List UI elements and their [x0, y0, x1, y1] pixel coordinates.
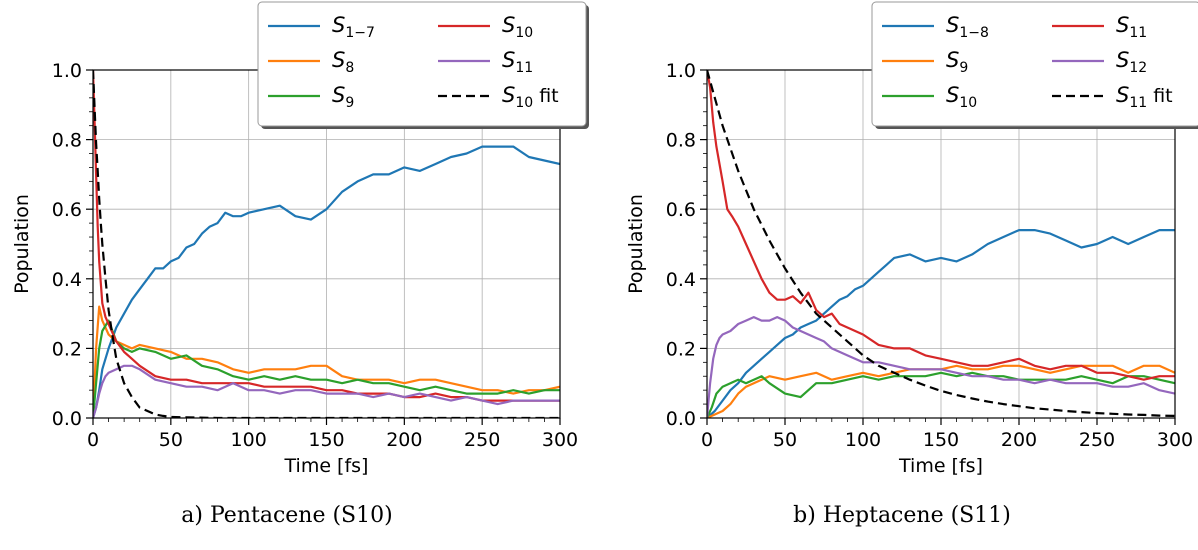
x-tick-label: 100 [231, 429, 267, 451]
legend-label-subscript: 9 [959, 60, 968, 76]
legend-label: S1−7 [332, 13, 375, 41]
y-tick-label: 0.4 [666, 269, 696, 291]
chart-pentacene: 0 50 100 150 200 250 300 0.0 0.2 0.4 0.6 0.8 1.0 Time… [11, 1, 589, 477]
legend-label: S9 [332, 83, 354, 111]
x-axis-label: Time [fs] [898, 455, 983, 477]
series-line-s11 [93, 364, 560, 418]
legend-label: S11 [1116, 13, 1147, 41]
y-tick-label: 0.6 [52, 199, 82, 221]
series-line-s10-fit [93, 69, 560, 418]
legend-label-symbol: S [332, 48, 345, 72]
series-line-s8 [93, 305, 560, 418]
series-line-s10 [707, 371, 1175, 418]
x-tick-label: 250 [1079, 429, 1115, 451]
legend-label-subscript: 10 [515, 25, 533, 41]
y-tick-label: 1.0 [666, 60, 696, 82]
x-tick-label: 50 [159, 429, 183, 451]
legend-label-symbol: S [1116, 13, 1129, 37]
y-tick-label: 0.0 [52, 408, 82, 430]
x-tick-label: 0 [87, 429, 99, 451]
y-tick-label: 0.8 [52, 130, 82, 152]
legend-label: S10 [946, 83, 977, 111]
legend-label-symbol: S [1116, 48, 1129, 72]
y-axis-label: Population [625, 194, 647, 294]
legend-label-subscript: 10 [515, 95, 533, 111]
y-tick-label: 0.6 [666, 199, 696, 221]
legend-label-subscript: 10 [959, 95, 977, 111]
series-line-s12 [707, 316, 1175, 418]
y-tick-label: 1.0 [52, 60, 82, 82]
x-tick-label: 250 [464, 429, 500, 451]
legend-box [257, 1, 587, 127]
series-line-s9 [93, 319, 560, 418]
y-tick-label: 0.4 [52, 269, 82, 291]
x-tick-label: 300 [542, 429, 578, 451]
legend-label-symbol: S [946, 13, 959, 37]
series-line-s1-8 [707, 229, 1175, 418]
x-tick-label: 0 [701, 429, 713, 451]
legend-label-symbol: S [502, 83, 515, 107]
legend-label: S8 [332, 48, 354, 76]
legend-label: S11 fit [1116, 83, 1173, 111]
legend-label: S10 fit [502, 83, 559, 111]
legend-label-subscript: 11 [1129, 95, 1147, 111]
legend-label: S9 [946, 48, 968, 76]
legend-label-subscript: 1−7 [345, 25, 375, 41]
legend-label-symbol: S [1116, 83, 1129, 107]
legend-label-symbol: S [502, 13, 515, 37]
legend-label-symbol: S [946, 83, 959, 107]
legend-label-symbol: S [332, 13, 345, 37]
x-tick-label: 50 [773, 429, 797, 451]
legend-label: S12 [1116, 48, 1147, 76]
legend-label: S10 [502, 13, 533, 41]
x-tick-label: 200 [1001, 429, 1037, 451]
caption-heptacene: b) Heptacene (S11) [793, 503, 1011, 528]
legend-label-symbol: S [946, 48, 959, 72]
y-tick-label: 0.0 [666, 408, 696, 430]
legend-label: S11 [502, 48, 533, 76]
y-tick-label: 0.2 [52, 338, 82, 360]
legend-label-subscript: 11 [515, 60, 533, 76]
series-line-s10 [93, 69, 560, 402]
legend-label-suffix: fit [533, 85, 558, 107]
x-tick-label: 150 [923, 429, 959, 451]
x-tick-label: 100 [845, 429, 881, 451]
legend-label-subscript: 11 [1129, 25, 1147, 41]
series-line-s11-fit [707, 69, 1175, 417]
legend-label-subscript: 9 [345, 95, 354, 111]
legend-label-subscript: 1−8 [959, 25, 989, 41]
legend-label-symbol: S [332, 83, 345, 107]
y-axis-label: Population [11, 194, 33, 294]
x-tick-label: 150 [308, 429, 344, 451]
legend-label: S1−8 [946, 13, 989, 41]
legend-label-subscript: 12 [1129, 60, 1147, 76]
x-axis-label: Time [fs] [284, 455, 369, 477]
x-tick-label: 300 [1157, 429, 1193, 451]
x-tick-label: 200 [386, 429, 422, 451]
y-tick-label: 0.2 [666, 338, 696, 360]
chart-heptacene: 0 50 100 150 200 250 300 0.0 0.2 0.4 0.6 0.8 1.0 Time… [625, 1, 1198, 477]
series-line-s1-7 [93, 145, 560, 418]
series-line-s11 [707, 69, 1175, 381]
caption-pentacene: a) Pentacene (S10) [181, 503, 392, 528]
legend-label-subscript: 8 [345, 60, 354, 76]
legend-label-suffix: fit [1147, 85, 1172, 107]
y-tick-label: 0.8 [666, 130, 696, 152]
legend-box [871, 1, 1198, 127]
legend-label-symbol: S [502, 48, 515, 72]
